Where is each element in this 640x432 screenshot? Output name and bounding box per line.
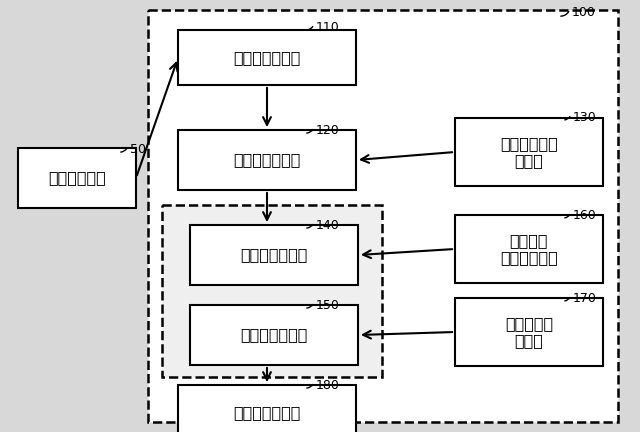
Text: 160: 160: [573, 209, 596, 222]
Text: 150: 150: [316, 299, 340, 312]
Bar: [178, 130, 356, 190]
Bar: [18, 148, 136, 208]
Text: 解析結果提示部: 解析結果提示部: [234, 405, 301, 420]
Bar: [178, 385, 356, 432]
Text: 工具状態判定部: 工具状態判定部: [240, 248, 308, 263]
Text: 50: 50: [130, 143, 146, 156]
Bar: [162, 205, 382, 377]
Text: 状態変化
データベース: 状態変化 データベース: [500, 233, 558, 265]
Text: 解析モデル
記憶部: 解析モデル 記憶部: [505, 316, 553, 348]
Text: 130: 130: [573, 111, 596, 124]
Bar: [148, 10, 618, 422]
Text: 110: 110: [316, 21, 340, 34]
Text: 100: 100: [572, 6, 596, 19]
Bar: [455, 298, 603, 366]
Bar: [190, 225, 358, 285]
Text: 180: 180: [316, 379, 340, 392]
Text: 振動検出装置: 振動検出装置: [48, 171, 106, 185]
Text: 本体状態解析部: 本体状態解析部: [240, 327, 308, 343]
Text: 検出結果取得部: 検出結果取得部: [234, 50, 301, 65]
Bar: [455, 215, 603, 283]
Text: 170: 170: [573, 292, 597, 305]
Text: 140: 140: [316, 219, 340, 232]
Text: 状態変化判定部: 状態変化判定部: [234, 152, 301, 168]
Text: 120: 120: [316, 124, 340, 137]
Bar: [178, 30, 356, 85]
Bar: [190, 305, 358, 365]
Text: 判定用データ
記憶部: 判定用データ 記憶部: [500, 136, 558, 168]
Bar: [455, 118, 603, 186]
